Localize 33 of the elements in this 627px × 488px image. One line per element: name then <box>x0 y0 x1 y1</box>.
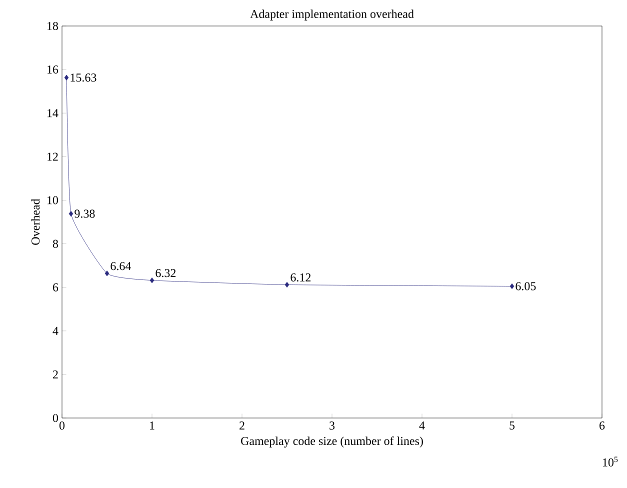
point <box>510 283 514 290</box>
point <box>64 74 69 80</box>
point <box>104 270 110 276</box>
data-label: 6.64 <box>110 262 132 270</box>
y-tick-label: 4 <box>52 326 58 335</box>
data-label: 9.38 <box>74 210 95 218</box>
point <box>284 282 290 288</box>
point <box>150 278 154 284</box>
data-label: 6.05 <box>516 282 536 290</box>
y-tick-label: 14 <box>48 109 58 118</box>
y-tick-label: 2 <box>53 370 58 378</box>
chart-title: Adapter implementation overhead <box>250 10 414 20</box>
y-tick-label: 10 <box>48 196 58 204</box>
x-tick-label: 1 <box>150 422 154 430</box>
x-tick-label: 0 <box>59 422 65 430</box>
data-label: 15.63 <box>70 74 96 82</box>
text: 10$^{5}$ <box>603 456 618 466</box>
x-tick-label: 4 <box>419 422 425 430</box>
y-tick-label: 6 <box>52 283 58 292</box>
x-tick-label: 6 <box>600 422 605 430</box>
y-tick-label: 0 <box>52 414 58 422</box>
y-tick-label: 8 <box>52 240 58 248</box>
y-tick-label: 12 <box>48 152 58 161</box>
y-tick-label: 18 <box>48 22 58 30</box>
point <box>68 210 74 217</box>
y-axis-title: Overhead <box>31 198 40 245</box>
x-tick-label: 3 <box>330 422 335 430</box>
y-tick-label: 16 <box>48 66 58 74</box>
x-tick-label: 5 <box>510 422 515 430</box>
data-label: 6.12 <box>290 273 311 282</box>
data-label: 6.32 <box>156 269 176 278</box>
x-tick-label: 2 <box>240 422 244 430</box>
x-axis-title: Gameplay code size (number of lines) <box>241 436 423 448</box>
